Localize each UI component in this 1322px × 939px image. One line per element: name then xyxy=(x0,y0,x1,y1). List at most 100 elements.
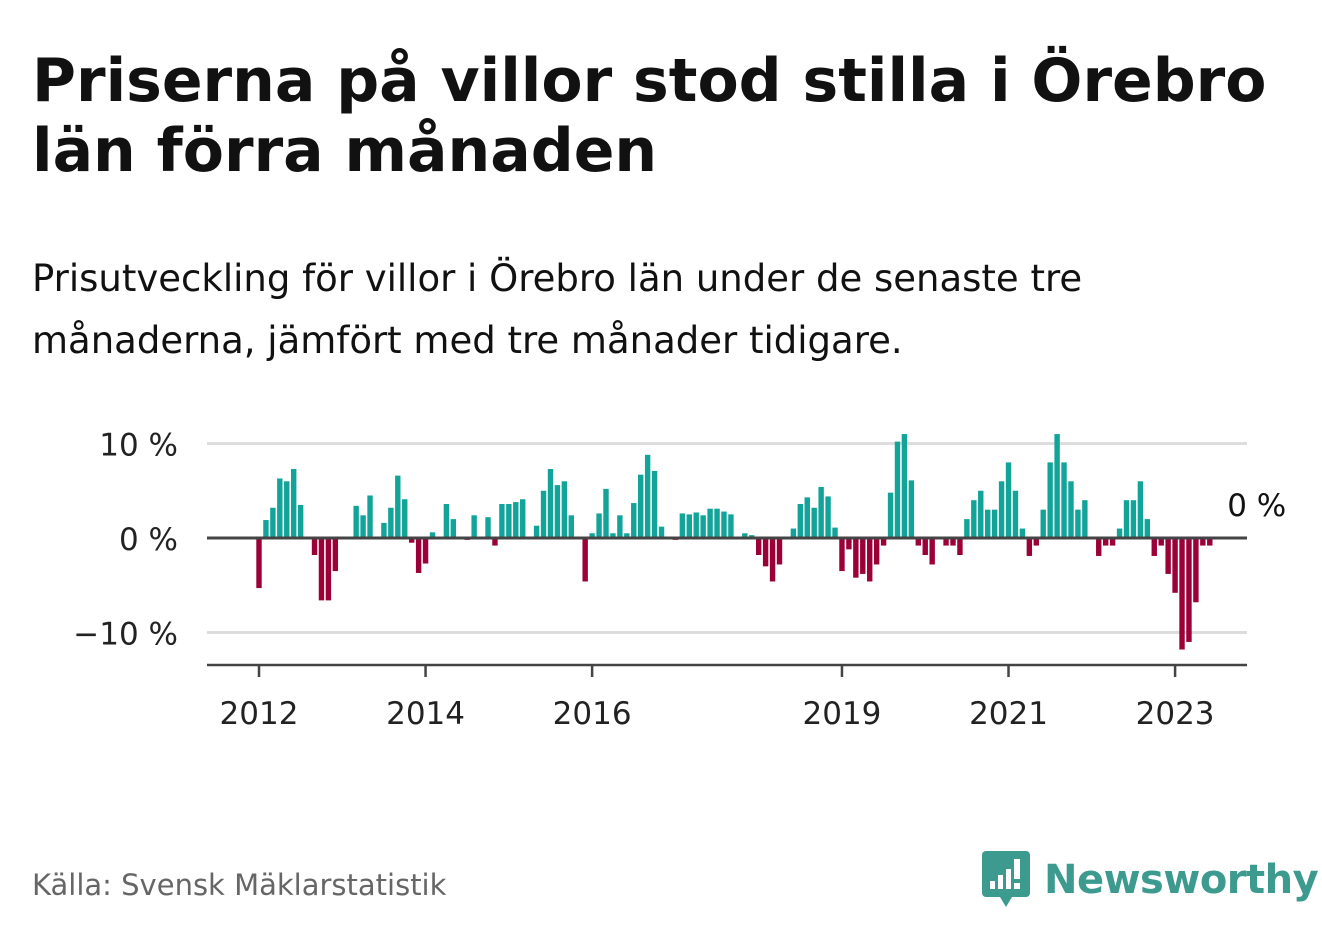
chart-subtitle: Prisutveckling för villor i Örebro län u… xyxy=(32,257,1083,362)
bar xyxy=(1158,538,1164,546)
x-tick-label: 2014 xyxy=(386,696,465,732)
bar xyxy=(1040,509,1046,538)
bar xyxy=(707,508,713,538)
bar xyxy=(492,538,498,546)
bar xyxy=(887,492,894,538)
bar xyxy=(624,533,630,538)
bar xyxy=(1200,538,1206,546)
bar xyxy=(839,538,845,572)
y-tick-label: −10 % xyxy=(73,617,178,653)
bar xyxy=(894,441,901,538)
bar xyxy=(332,538,339,572)
bar xyxy=(797,503,804,538)
bar xyxy=(582,538,588,582)
bar xyxy=(971,500,977,538)
bar xyxy=(1116,528,1123,538)
bar xyxy=(415,538,422,573)
bar xyxy=(367,495,373,538)
bar xyxy=(554,485,561,538)
bar xyxy=(297,504,304,538)
bar xyxy=(1193,538,1199,603)
bar xyxy=(284,481,290,538)
bar xyxy=(1186,538,1192,642)
bar xyxy=(880,538,887,546)
bar xyxy=(520,499,526,538)
bar xyxy=(825,496,831,538)
bar xyxy=(471,515,477,538)
bar xyxy=(867,538,873,582)
bar xyxy=(270,507,276,538)
bar xyxy=(1075,509,1081,538)
bar xyxy=(1047,462,1053,538)
bar xyxy=(755,538,762,556)
bar xyxy=(631,503,637,538)
bar xyxy=(985,509,991,538)
bar xyxy=(1109,538,1116,546)
bar xyxy=(1102,538,1109,546)
bar xyxy=(686,514,692,539)
bar xyxy=(998,481,1005,538)
axis-labels: 10 % 0 % −10 % 2012 2014 2016 2019 2021 2023 0 % xyxy=(73,428,1286,733)
bar xyxy=(256,538,262,589)
bar xyxy=(540,490,547,538)
bar xyxy=(1033,538,1039,546)
bar xyxy=(804,497,810,538)
bar xyxy=(860,538,866,574)
bar xyxy=(353,505,359,538)
bar xyxy=(776,538,783,565)
bar xyxy=(589,533,595,538)
bar xyxy=(950,538,956,546)
bar xyxy=(651,470,658,538)
newsworthy-logo-icon xyxy=(982,851,1030,907)
bar xyxy=(818,486,824,538)
bar xyxy=(263,520,269,538)
bar xyxy=(1151,538,1157,556)
bar xyxy=(1123,500,1130,538)
bars xyxy=(256,434,1213,650)
bar xyxy=(769,538,776,582)
bar xyxy=(318,538,325,601)
bar xyxy=(1061,462,1067,538)
bar xyxy=(506,503,512,538)
x-tick-label: 2021 xyxy=(969,696,1048,732)
bar xyxy=(311,538,318,556)
bar xyxy=(1130,500,1137,538)
bar xyxy=(1026,538,1033,556)
y-tick-label: 10 % xyxy=(99,428,178,464)
bar xyxy=(533,525,540,539)
bar xyxy=(644,454,651,538)
bar xyxy=(853,538,859,578)
bar xyxy=(1068,481,1074,538)
bar xyxy=(1005,462,1012,538)
bar xyxy=(1179,538,1185,650)
chart-title: Priserna på villor stod stilla i Örebro … xyxy=(32,46,1267,186)
bar xyxy=(1172,538,1178,593)
bar xyxy=(700,515,706,538)
brand-name: Newsworthy xyxy=(1044,857,1319,903)
source-note: Källa: Svensk Mäklarstatistik xyxy=(32,868,447,902)
bar xyxy=(693,512,699,539)
bar xyxy=(1096,538,1102,556)
bar xyxy=(277,478,283,538)
bar xyxy=(790,528,797,538)
bar xyxy=(1165,538,1171,574)
bar xyxy=(485,517,491,538)
bar xyxy=(873,538,880,565)
bar xyxy=(408,538,415,543)
bar xyxy=(929,538,935,565)
bar xyxy=(978,490,984,538)
bar xyxy=(429,532,436,538)
y-tick-label: 0 % xyxy=(119,522,178,558)
bar xyxy=(422,538,429,564)
bar xyxy=(1137,481,1144,538)
bar xyxy=(1144,519,1151,538)
bar xyxy=(991,509,998,538)
brand-logo: Newsworthy xyxy=(982,850,1319,910)
bar xyxy=(922,538,928,556)
bar xyxy=(658,526,665,538)
bar xyxy=(957,538,963,556)
bar xyxy=(742,533,748,538)
bar xyxy=(388,507,394,538)
last-value-label: 0 % xyxy=(1227,488,1286,524)
